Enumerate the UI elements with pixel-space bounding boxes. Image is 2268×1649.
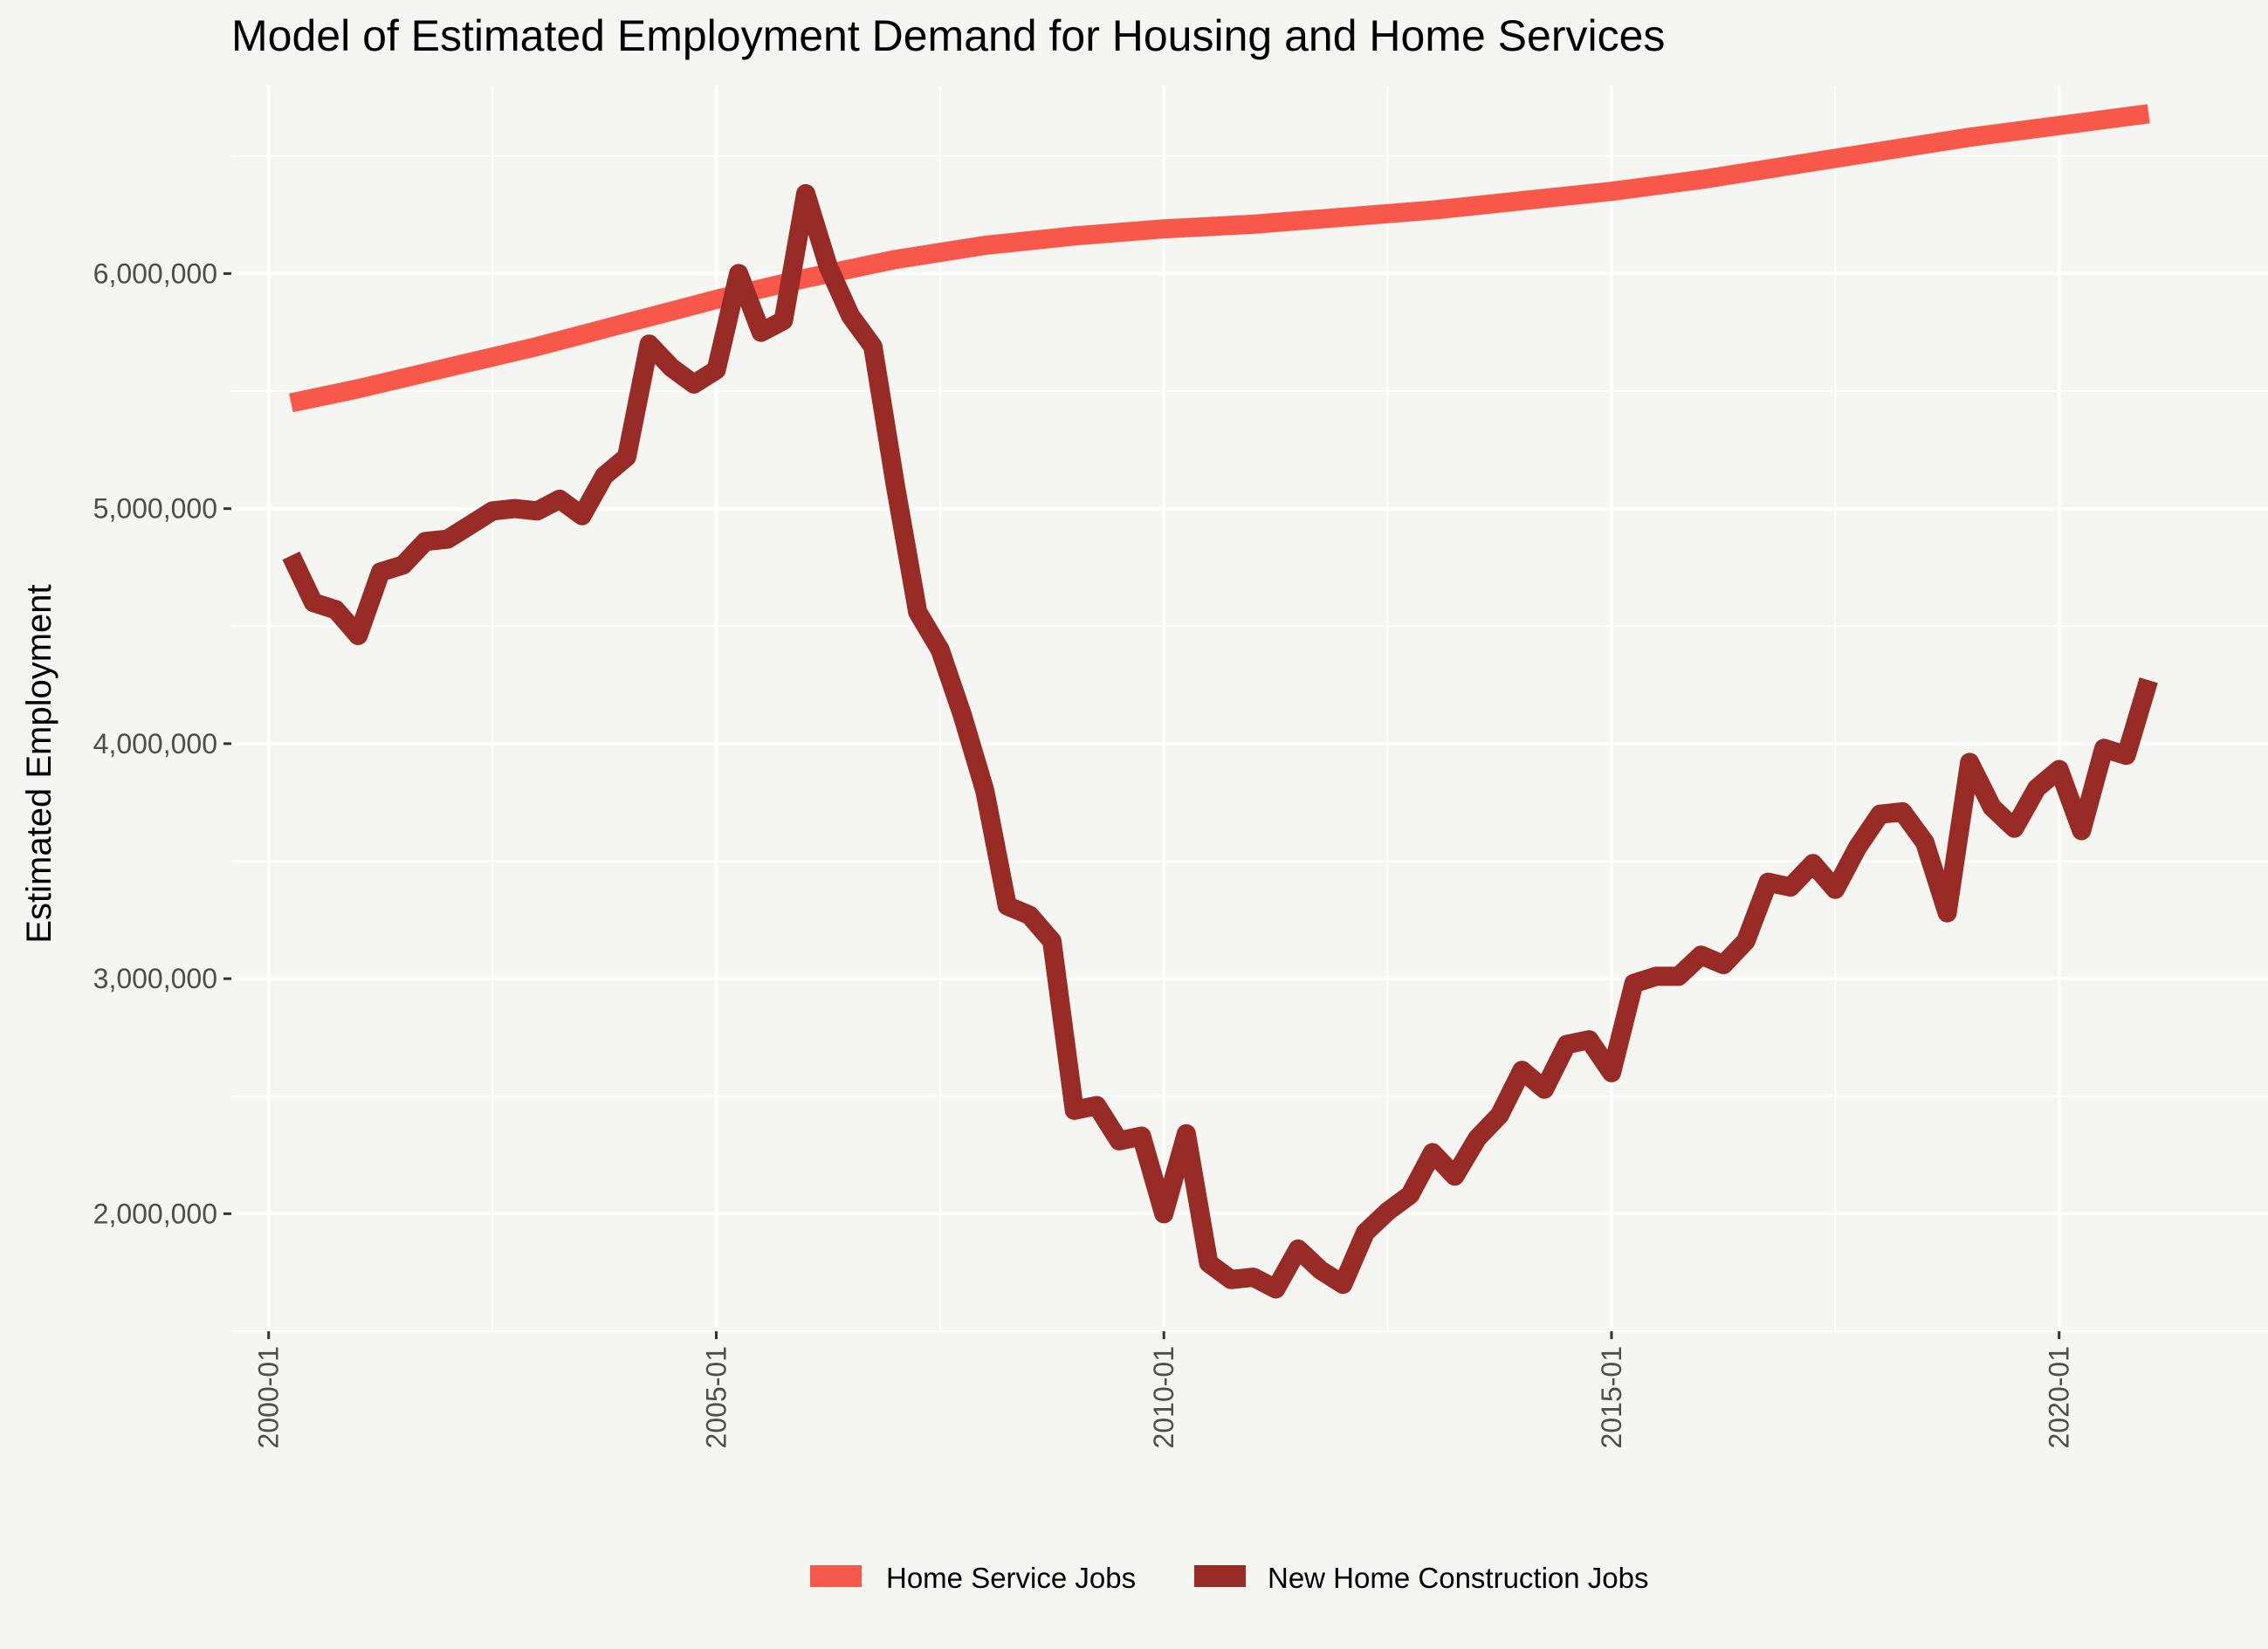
y-tick-label: 4,000,000 [93,728,217,759]
chart-title: Model of Estimated Employment Demand for… [231,11,1665,60]
legend: Home Service Jobs New Home Construction J… [810,1562,1649,1594]
new-home-construction-jobs-line [282,183,2158,1299]
y-tick-label: 3,000,000 [93,963,217,994]
series-1 [282,183,2158,1299]
x-tick-label: 2005-01 [700,1346,732,1448]
series-0 [289,104,2150,413]
grid-layer [231,86,2268,1332]
y-axis: 2,000,000 3,000,000 4,000,000 5,000,000 6,00… [93,258,231,1229]
home-service-jobs-line [289,104,2150,413]
x-tick-label: 2015-01 [1596,1346,1627,1448]
legend-label-1: New Home Construction Jobs [1268,1562,1649,1594]
y-tick-label: 2,000,000 [93,1198,217,1229]
y-tick-label: 5,000,000 [93,493,217,525]
legend-label-0: Home Service Jobs [886,1562,1136,1594]
legend-key-0 [810,1565,862,1587]
x-axis: 2000-01 2005-01 2010-01 2015-01 2020-01 [253,1331,2075,1448]
series-layer [282,104,2158,1299]
x-tick-label: 2010-01 [1148,1346,1179,1448]
y-axis-label: Estimated Employment [20,584,58,943]
legend-key-1 [1194,1565,1246,1587]
x-tick-label: 2000-01 [253,1346,285,1448]
x-tick-label: 2020-01 [2044,1346,2075,1448]
y-tick-label: 6,000,000 [93,258,217,289]
